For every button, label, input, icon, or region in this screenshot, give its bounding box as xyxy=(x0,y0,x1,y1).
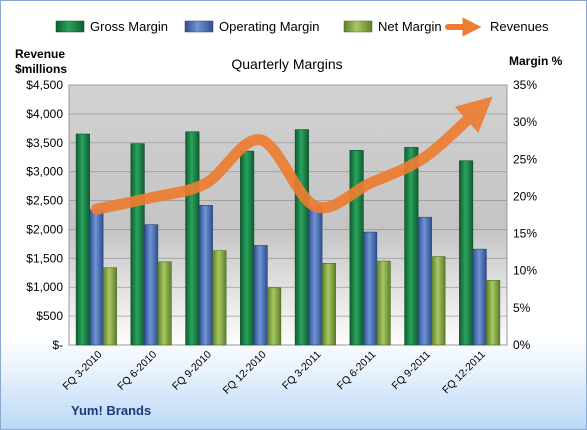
legend-label-operating: Operating Margin xyxy=(219,19,319,34)
right-tick-label: 15% xyxy=(513,227,537,241)
bars xyxy=(75,129,501,346)
bar-gross-margin xyxy=(185,131,200,346)
category-label: FQ 12-2010 xyxy=(221,349,269,397)
bar-gross-margin xyxy=(404,147,419,346)
bar-gross-margin xyxy=(240,150,255,346)
bar-net-margin xyxy=(376,260,391,346)
left-tick-label: $4,000 xyxy=(26,107,63,121)
category-label: FQ 3-2010 xyxy=(61,349,105,393)
bar-gross-margin xyxy=(294,129,309,346)
revenue-line xyxy=(90,96,493,215)
category-label: FQ 12-2011 xyxy=(440,349,488,397)
left-tick-label: $1,500 xyxy=(26,251,63,265)
bar-operating-margin xyxy=(363,231,378,346)
bar-operating-margin xyxy=(89,209,104,346)
right-tick-label: 10% xyxy=(513,264,537,278)
left-axis-title-line1: Revenue xyxy=(15,47,65,61)
category-label: FQ 3-2011 xyxy=(280,349,324,393)
legend-label-gross: Gross Margin xyxy=(90,19,168,34)
category-label: FQ 9-2010 xyxy=(170,349,214,393)
bar-gross-margin xyxy=(349,150,364,346)
bar-net-margin xyxy=(321,262,336,346)
bar-operating-margin xyxy=(198,205,213,346)
bar-net-margin xyxy=(102,267,117,346)
legend-label-revenues: Revenues xyxy=(490,19,549,34)
bar-net-margin xyxy=(267,287,282,346)
legend-swatch-net xyxy=(343,20,373,33)
bar-gross-margin xyxy=(130,143,145,346)
category-label: FQ 9-2011 xyxy=(390,349,434,393)
bar-operating-margin xyxy=(144,224,159,346)
bar-net-margin xyxy=(157,261,172,346)
right-tick-label: 35% xyxy=(513,78,537,92)
left-axis-title-line2: $millions xyxy=(15,62,67,76)
category-label: FQ 6-2010 xyxy=(115,349,159,393)
left-tick-label: $2,500 xyxy=(26,194,63,208)
left-tick-label: $2,000 xyxy=(26,222,63,236)
right-axis-title: Margin % xyxy=(509,54,563,68)
left-axis-ticks: $- $500 $1,000 $1,500 $2,000 $2,500 $3,000 $3,5… xyxy=(26,78,63,352)
legend-swatch-gross xyxy=(55,20,85,33)
left-tick-label: $3,500 xyxy=(26,136,63,150)
footer-label: Yum! Brands xyxy=(71,403,151,418)
bar-gross-margin xyxy=(459,160,474,346)
bar-operating-margin xyxy=(472,248,487,346)
revenue-line-path xyxy=(90,96,493,215)
bar-operating-margin xyxy=(417,216,432,346)
bar-operating-margin xyxy=(253,245,268,346)
chart-title: Quarterly Margins xyxy=(231,56,342,72)
left-tick-label: $3,000 xyxy=(26,165,63,179)
right-axis-ticks: 0% 5% 10% 15% 20% 25% 30% 35% xyxy=(513,78,537,352)
category-label: FQ 6-2011 xyxy=(335,349,379,393)
left-tick-label: $4,500 xyxy=(26,78,63,92)
right-tick-label: 20% xyxy=(513,189,537,203)
right-tick-label: 25% xyxy=(513,152,537,166)
left-tick-label: $1,000 xyxy=(26,280,63,294)
bar-net-margin xyxy=(212,250,227,346)
bar-net-margin xyxy=(431,256,446,346)
bar-gross-margin xyxy=(75,133,90,346)
bar-net-margin xyxy=(486,280,501,346)
right-tick-label: 0% xyxy=(513,338,531,352)
left-tick-label: $- xyxy=(52,338,63,352)
left-tick-label: $500 xyxy=(36,309,63,323)
right-tick-label: 5% xyxy=(513,301,531,315)
legend-label-net: Net Margin xyxy=(378,19,442,34)
category-labels: FQ 3-2010 FQ 6-2010 FQ 9-2010 FQ 12-2010 FQ … xyxy=(61,349,488,397)
right-tick-label: 30% xyxy=(513,115,537,129)
bar-operating-margin xyxy=(308,206,323,346)
legend: Gross Margin Operating Margin Net Margin… xyxy=(55,17,549,37)
legend-swatch-operating xyxy=(184,20,214,33)
